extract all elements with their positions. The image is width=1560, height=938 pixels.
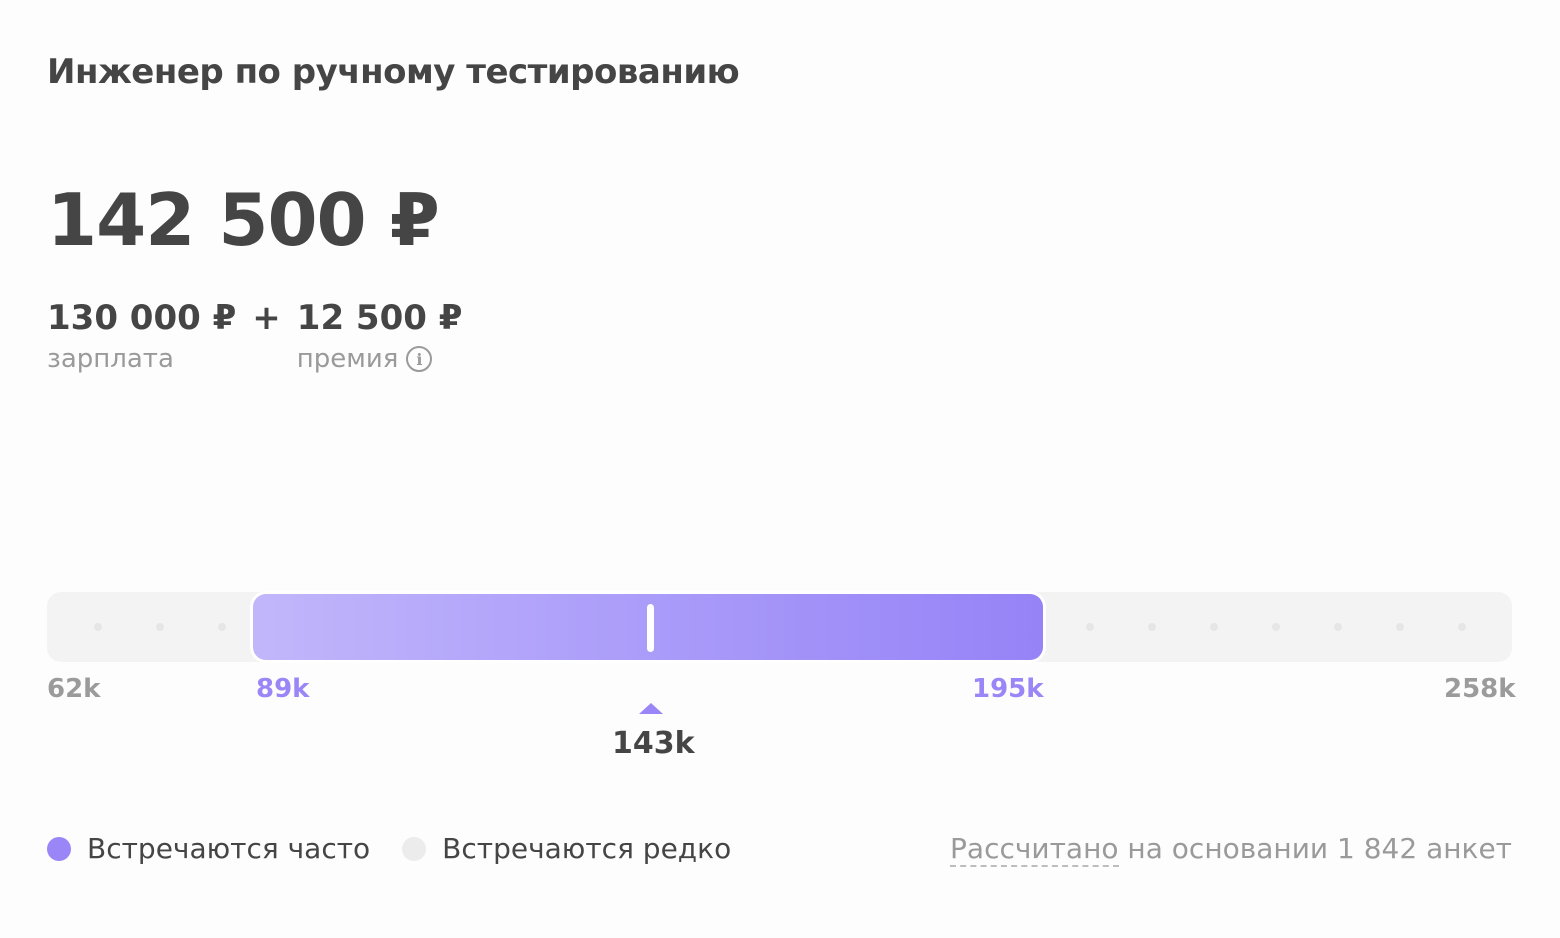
legend-item-rare: Встречаются редко: [402, 832, 731, 865]
tick-range-low: 89k: [256, 674, 310, 704]
legend-swatch-often-icon: [47, 836, 71, 861]
salary-label-text: зарплата: [47, 344, 174, 374]
legend-label-rare: Встречаются редко: [442, 832, 732, 865]
salary-breakdown: 130 000 ₽ зарплата + 12 500 ₽ премия i: [47, 298, 462, 374]
legend-swatch-rare-icon: [402, 836, 427, 861]
bonus-label: премия i: [297, 344, 463, 374]
track-dot: [1272, 623, 1280, 631]
bonus-label-text: премия: [296, 344, 399, 374]
footnote: Рассчитано на основании 1 842 анкет: [950, 832, 1512, 867]
legend: Встречаются часто Встречаются редко: [47, 832, 763, 865]
tick-range-high: 195k: [972, 674, 1044, 704]
salary-part: 130 000 ₽ зарплата: [47, 298, 236, 374]
median-value: 143k: [612, 726, 695, 761]
total-salary: 142 500 ₽: [47, 178, 440, 262]
plus-sign: +: [252, 298, 281, 338]
footnote-text: на основании 1 842 анкет: [1118, 832, 1512, 865]
median-marker: [647, 604, 654, 652]
legend-item-often: Встречаются часто: [47, 832, 370, 865]
bonus-part: 12 500 ₽ премия i: [297, 298, 463, 374]
track-dot: [156, 623, 164, 631]
tick-min: 62k: [47, 674, 101, 704]
legend-label-often: Встречаются часто: [87, 832, 371, 865]
median-triangle-icon: [639, 703, 663, 714]
bonus-amount: 12 500 ₽: [296, 298, 463, 338]
track-dot: [1334, 623, 1342, 631]
track-dot: [94, 623, 102, 631]
tick-max: 258k: [1444, 674, 1516, 704]
info-icon[interactable]: i: [406, 346, 433, 372]
page-title: Инженер по ручному тестированию: [47, 52, 740, 92]
calculation-info-link[interactable]: Рассчитано: [950, 832, 1119, 867]
track-dot: [1210, 623, 1218, 631]
track-dot: [1086, 623, 1094, 631]
salary-label: зарплата: [47, 344, 236, 374]
track-dot: [1458, 623, 1466, 631]
salary-amount: 130 000 ₽: [47, 298, 237, 338]
track-dot: [1148, 623, 1156, 631]
track-dot: [1396, 623, 1404, 631]
track-dot: [218, 623, 226, 631]
